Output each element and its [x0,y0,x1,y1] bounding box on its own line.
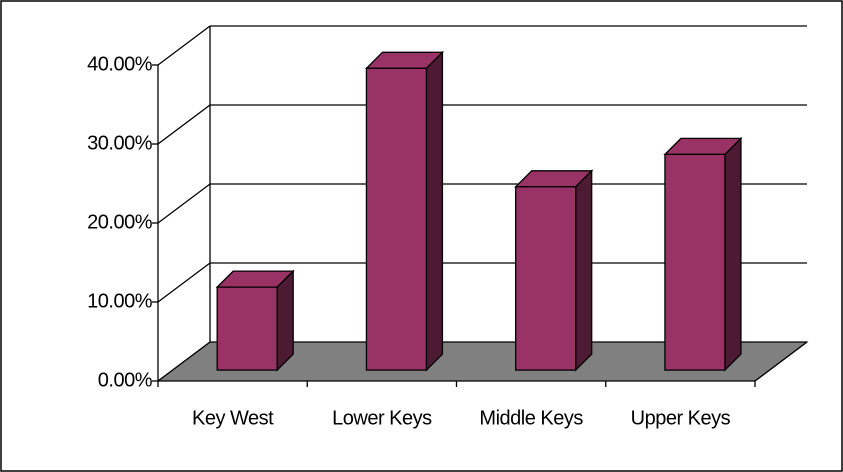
grid-line [157,341,211,382]
bar-side [425,50,444,372]
axis-line [754,341,808,382]
bar [515,186,577,371]
y-tick-label: 40.00% [87,53,153,75]
x-tick-label: Key West [192,407,274,429]
x-tick-label: Upper Keys [631,407,731,429]
y-tick-label: 30.00% [87,132,153,154]
x-tick-label: Middle Keys [479,407,583,429]
x-tick-label: Lower Keys [332,407,432,429]
bar [664,153,726,371]
grid-line [157,104,211,145]
y-tick-label: 0.00% [98,369,153,391]
grid-line [157,25,211,66]
bar [365,67,428,371]
bar-side [575,169,593,372]
y-tick-label: 20.00% [87,211,153,233]
grid-line [157,183,211,224]
bar [216,286,278,371]
bar-side [724,136,742,372]
bar-side [276,269,294,372]
grid-line [157,262,211,303]
y-tick-label: 10.00% [87,290,153,312]
